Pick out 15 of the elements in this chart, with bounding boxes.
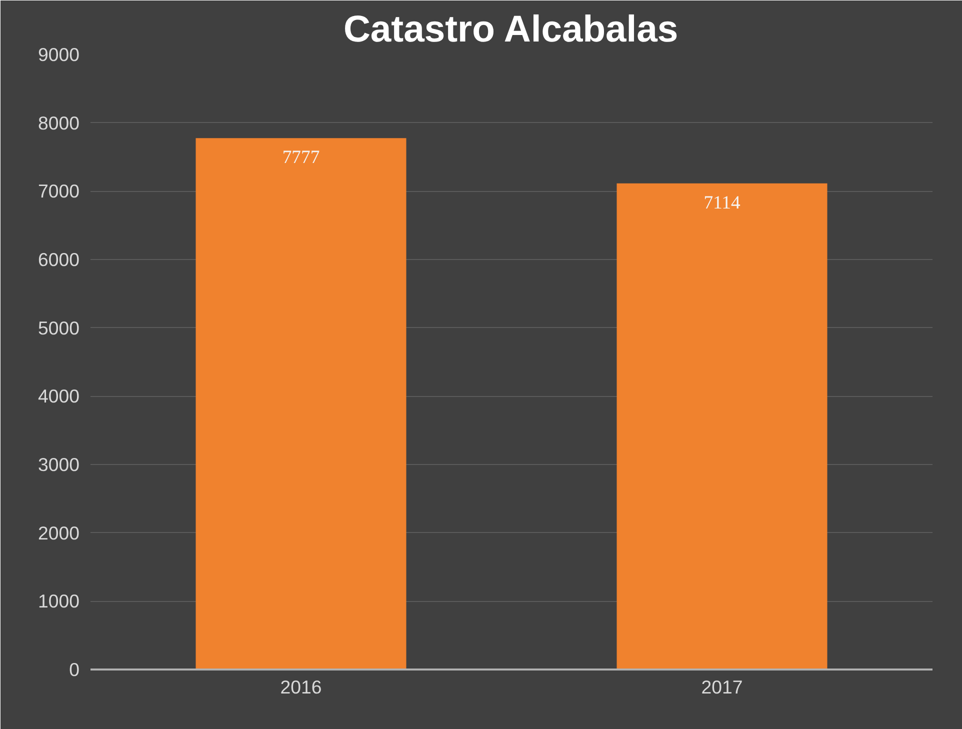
y-tick-label: 6000 [38, 249, 80, 270]
y-tick-label: 1000 [38, 590, 80, 612]
x-tick-label: 2016 [280, 676, 322, 698]
data-label: 7777 [282, 147, 320, 168]
y-tick-label: 9000 [38, 44, 80, 65]
y-tick-label: 0 [69, 659, 80, 680]
x-tick-label: 2017 [701, 676, 743, 698]
y-tick-label: 2000 [38, 522, 80, 544]
y-tick-label: 3000 [38, 454, 80, 475]
y-tick-label: 4000 [38, 386, 80, 407]
y-tick-label: 7000 [38, 180, 80, 202]
data-label: 7114 [704, 192, 741, 214]
y-tick-label: 5000 [38, 317, 80, 338]
chart-title: Catastro Alcabalas [343, 8, 678, 50]
y-tick-label: 8000 [38, 112, 80, 134]
